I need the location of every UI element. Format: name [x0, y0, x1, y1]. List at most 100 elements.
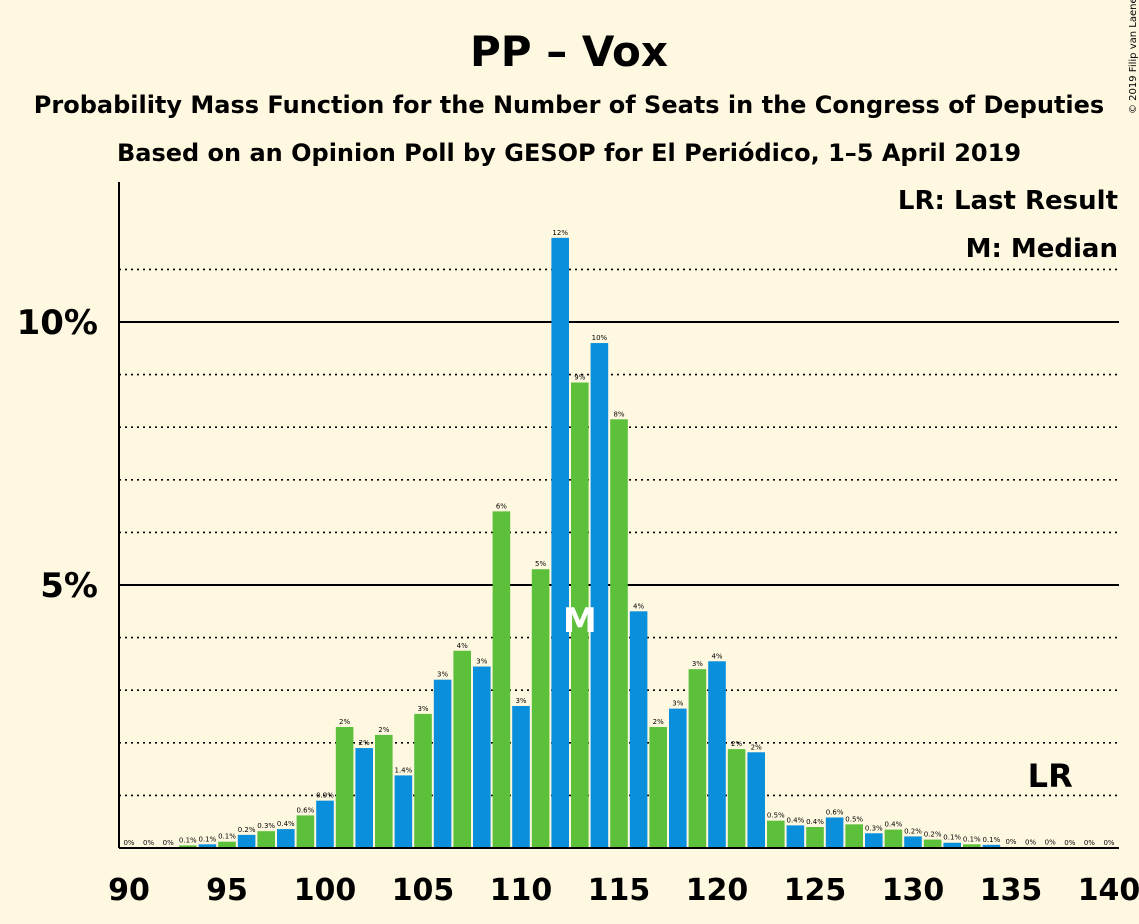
bar-seat-120 — [708, 661, 726, 848]
x-tick-label: 130 — [882, 873, 945, 908]
bar-label-seat-124: 0.4% — [787, 816, 805, 824]
bar-label-seat-108: 3% — [476, 658, 487, 666]
bar-seat-111 — [531, 569, 550, 848]
bar-seat-96 — [237, 834, 256, 848]
bar-seat-99 — [296, 815, 315, 848]
bar-seat-133 — [963, 844, 981, 848]
bar-label-seat-105: 3% — [417, 705, 428, 713]
bar-label-seat-100: 0.9% — [316, 792, 334, 800]
x-tick-label: 140 — [1078, 873, 1139, 908]
axes — [118, 182, 1119, 849]
x-tick-label: 105 — [392, 873, 455, 908]
bar-label-seat-97: 0.3% — [257, 822, 275, 830]
bar-seat-121 — [727, 749, 746, 848]
bar-seat-113 — [571, 382, 589, 848]
bar-label-seat-112: 12% — [552, 229, 568, 237]
bar-label-seat-90: 0% — [123, 839, 134, 847]
bar-label-seat-93: 0.1% — [179, 836, 197, 844]
bar-label-seat-128: 0.3% — [865, 824, 883, 832]
bar-label-seat-107: 4% — [457, 642, 468, 650]
bar-label-seat-120: 4% — [711, 652, 722, 660]
bar-label-seat-109: 6% — [496, 502, 507, 510]
chart-subtitle-1: Probability Mass Function for the Number… — [34, 91, 1104, 119]
bar-seat-122 — [747, 752, 765, 848]
bar-seat-106 — [433, 679, 452, 848]
bar-seat-107 — [453, 650, 471, 848]
bar-label-seat-133: 0.1% — [963, 835, 981, 843]
bar-seat-112 — [551, 237, 569, 849]
bar-seat-97 — [257, 831, 275, 848]
bar-label-seat-101: 2% — [339, 718, 350, 726]
bar-seat-124 — [786, 825, 805, 848]
bar-seat-93 — [179, 845, 197, 848]
bar-seat-95 — [218, 841, 236, 848]
bar-label-seat-92: 0% — [163, 839, 174, 847]
legend-last-result: LR: Last Result — [898, 186, 1118, 216]
bar-label-seat-117: 2% — [653, 718, 664, 726]
bar-label-seat-129: 0.4% — [885, 821, 903, 829]
bar-label-seat-106: 3% — [437, 671, 448, 679]
legend-median: M: Median — [966, 234, 1118, 264]
bar-seat-119 — [688, 669, 707, 848]
bar-label-seat-94: 0.1% — [199, 835, 217, 843]
bar-seat-100 — [316, 800, 334, 848]
bar-label-seat-111: 5% — [535, 560, 546, 568]
bar-seat-115 — [610, 419, 628, 848]
bar-seat-128 — [865, 833, 883, 848]
x-tick-label: 125 — [784, 873, 847, 908]
x-tick-label: 95 — [206, 873, 248, 908]
bar-label-seat-115: 8% — [613, 410, 624, 418]
bar-seat-109 — [492, 511, 511, 848]
bar-label-seat-98: 0.4% — [277, 820, 295, 828]
bar-label-seat-91: 0% — [143, 839, 154, 847]
bar-seat-98 — [277, 829, 295, 848]
bar-seat-110 — [512, 705, 530, 848]
bar-label-seat-119: 3% — [692, 660, 703, 668]
bar-seat-118 — [669, 708, 687, 848]
bar-seat-103 — [375, 734, 393, 848]
bar-label-seat-114: 10% — [592, 334, 608, 342]
bar-label-seat-96: 0.2% — [238, 826, 256, 834]
bar-label-seat-140: 0% — [1103, 839, 1114, 847]
bar-seat-131 — [923, 839, 942, 848]
x-tick-label: 110 — [490, 873, 553, 908]
bar-label-seat-132: 0.1% — [943, 834, 961, 842]
bar-label-seat-103: 2% — [378, 726, 389, 734]
bar-label-seat-113: 9% — [574, 373, 585, 381]
bar-label-seat-139: 0% — [1084, 839, 1095, 847]
bar-label-seat-135: 0% — [1005, 838, 1016, 846]
y-tick-label: 5% — [40, 566, 98, 606]
median-marker: M — [563, 601, 597, 641]
bar-label-seat-104: 1.4% — [395, 766, 413, 774]
x-tick-label: 120 — [686, 873, 749, 908]
bar-seat-108 — [473, 666, 491, 848]
bar-seat-130 — [904, 836, 922, 848]
bar-seat-102 — [355, 748, 373, 848]
bar-label-seat-138: 0% — [1064, 839, 1075, 847]
bar-seat-123 — [767, 820, 785, 848]
bar-seat-134 — [982, 844, 1001, 848]
bar-label-seat-127: 0.5% — [845, 815, 863, 823]
bar-seat-129 — [884, 829, 903, 848]
x-tick-label: 100 — [294, 873, 357, 908]
bar-label-seat-102: 2% — [359, 739, 370, 747]
bar-seat-117 — [649, 727, 667, 848]
bar-label-seat-134: 0.1% — [983, 836, 1001, 844]
y-tick-label: 10% — [17, 303, 98, 343]
x-tick-label: 115 — [588, 873, 651, 908]
bar-seat-116 — [629, 611, 648, 848]
x-tick-label: 90 — [108, 873, 150, 908]
bar-label-seat-126: 0.6% — [826, 808, 844, 816]
y-tick-labels: 5% 10% — [17, 303, 98, 606]
bar-label-seat-116: 4% — [633, 602, 644, 610]
bar-label-seat-122: 2% — [751, 743, 762, 751]
bar-label-seat-110: 3% — [515, 697, 526, 705]
bar-seat-104 — [394, 775, 413, 848]
last-result-marker: LR — [1028, 757, 1073, 795]
bar-seat-101 — [335, 727, 354, 848]
bar-seat-105 — [414, 713, 432, 848]
bar-label-seat-99: 0.6% — [297, 806, 315, 814]
bar-label-seat-131: 0.2% — [924, 831, 942, 839]
bar-label-seat-137: 0% — [1045, 838, 1056, 846]
